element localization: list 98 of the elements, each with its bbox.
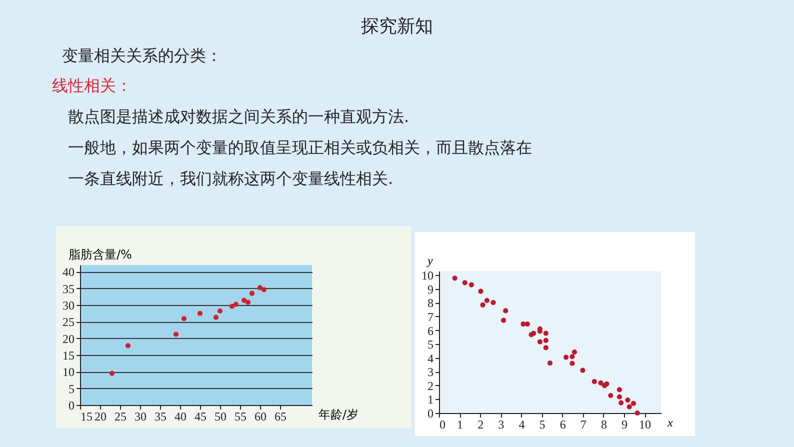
y-tick-label: 10 [62,365,74,380]
y-tick-label: 30 [62,298,74,312]
point [478,288,484,294]
point [537,339,542,344]
x-tick-label: 5 [539,418,546,432]
point [608,392,614,398]
y-tick-label: 25 [62,315,74,330]
point [630,400,636,406]
point [572,350,578,355]
point [616,394,622,400]
x-tick-label: 65 [274,410,286,424]
point [543,345,548,350]
point [173,332,179,337]
point [217,308,223,314]
x-tick-label: 0 [440,418,446,432]
y-tick-label: 40 [62,265,74,280]
y-tick-label: 5 [68,382,74,396]
text: 一条直线附近，我们就称这两个变量线性相关. [68,169,394,190]
y-tick-label: 35 [62,282,74,296]
text: 一般地，如果两个变量的取值呈现正相关或负相关，而且散点落在 [68,138,532,159]
x-tick-label: 35 [154,410,166,424]
point [543,338,548,344]
y-tick-label: 15 [62,348,74,362]
x-tick-label: 1 [457,418,464,432]
x-tick-label: 15 [80,410,92,424]
point [245,300,251,305]
point [616,387,622,392]
point [580,368,586,373]
point [249,290,255,296]
x-tick-label: 50 [214,410,226,424]
y-tick-label: 20 [62,332,74,346]
point [257,285,263,290]
point [109,370,115,376]
text: 变量相关关系的分类： [62,46,222,67]
point [452,276,458,281]
point [125,343,131,348]
x-tick-label: 6 [560,418,566,432]
y-tick-label: 10 [422,268,434,283]
point [598,380,604,386]
point [520,322,526,327]
point [543,330,548,336]
point [625,397,630,403]
point [462,280,468,286]
y-tick-label: 0 [68,398,74,412]
point [233,302,239,307]
point [570,360,575,366]
x-tick-label: 4 [518,418,525,432]
y-tick-label: 2 [428,378,434,393]
x-tick-label: 45 [194,410,206,424]
point [524,322,530,327]
y-tick-label: 4 [428,351,434,366]
x-axis-title: 年龄/岁 [318,408,359,422]
x-axis-title: x [666,416,674,430]
point [531,330,536,336]
point [490,300,496,306]
point [480,302,486,308]
x-tick-label: 3 [498,418,504,432]
point [229,304,235,309]
point [500,318,506,323]
y-tick-label: 8 [428,296,434,310]
point [213,314,219,320]
point [570,354,575,360]
y-tick-label: 6 [428,324,434,338]
point [468,282,474,288]
point [241,298,247,303]
point [618,400,624,406]
x-tick-label: 40 [174,410,186,424]
y-tick-label: 9 [428,282,434,296]
x-tick-label: 9 [622,418,628,432]
y-tick-label: 7 [428,310,434,324]
point [634,410,640,416]
x-tick-label: 8 [600,418,607,432]
x-tick-label: 55 [234,410,246,424]
x-tick-label: 7 [580,418,586,432]
point [484,298,490,304]
text: 探究新知 [360,15,434,38]
y-axis-title: y [426,254,434,268]
x-tick-label: 25 [114,410,126,424]
x-tick-label: 20 [94,410,106,424]
y-tick-label: 5 [428,338,434,352]
point [604,381,610,386]
point [197,310,203,316]
y-tick-label: 1 [428,392,434,407]
x-tick-label: 60 [254,410,266,424]
point [261,287,267,292]
y-tick-label: 3 [428,365,434,380]
point [626,404,632,410]
x-tick-label: 2 [478,418,484,432]
y-axis-title: 脂肪含量/% [68,248,132,262]
x-tick-label: 10 [639,418,652,432]
point [592,379,597,384]
point [503,308,508,314]
text: 线性相关： [52,76,133,97]
text: 散点图是描述成对数据之间关系的一种直观方法. [68,107,410,128]
x-tick-label: 30 [134,410,146,424]
point [563,354,569,360]
point [547,360,553,366]
point [181,316,187,322]
